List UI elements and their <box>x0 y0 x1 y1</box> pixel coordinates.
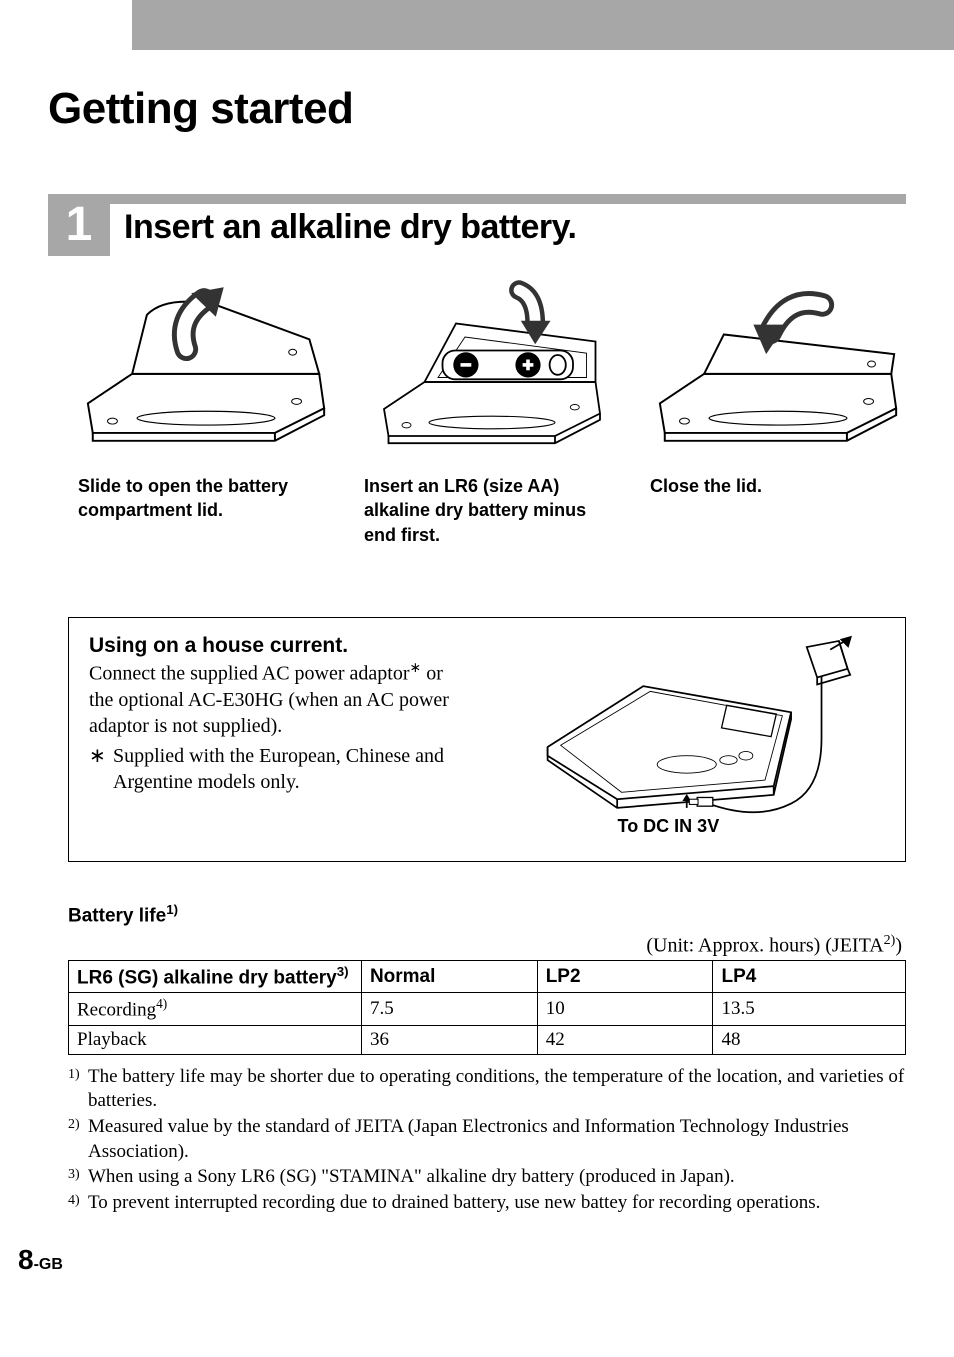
table-cell: 48 <box>713 1025 906 1054</box>
illustration-close-lid <box>650 274 906 454</box>
footnote: 4) To prevent interrupted recording due … <box>68 1191 906 1216</box>
footnote-text: Measured value by the standard of JEITA … <box>88 1115 906 1164</box>
footnote: 1) The battery life may be shorter due t… <box>68 1065 906 1114</box>
step-title: Insert an alkaline dry battery. <box>110 204 906 247</box>
table-cell: 13.5 <box>713 993 906 1025</box>
caption-3: Close the lid. <box>650 474 906 547</box>
footnote-num: 2) <box>68 1116 88 1165</box>
table-cell: Playback <box>69 1025 362 1054</box>
table-cell: Recording4) <box>69 993 362 1025</box>
caption-row: Slide to open the battery compartment li… <box>48 474 906 547</box>
asterisk: ∗ <box>89 743 113 795</box>
table-cell: 42 <box>537 1025 713 1054</box>
box-text: Connect the supplied AC power adaptor∗ o… <box>89 660 468 739</box>
footnote: 2) Measured value by the standard of JEI… <box>68 1115 906 1164</box>
caption-2: Insert an LR6 (size AA) alkaline dry bat… <box>364 474 620 547</box>
table-cell: 36 <box>361 1025 537 1054</box>
footnote-text: The battery life may be shorter due to o… <box>88 1065 906 1114</box>
table-row: Playback 36 42 48 <box>69 1025 906 1054</box>
footnote-num: 4) <box>68 1192 88 1217</box>
page-number: 8-GB <box>18 1244 906 1276</box>
footnote-num: 3) <box>68 1166 88 1191</box>
footnote-num: 1) <box>68 1066 88 1115</box>
box-title: Using on a house current. <box>89 634 468 658</box>
battery-life-heading: Battery life1) <box>68 902 906 927</box>
step-rule <box>110 194 906 204</box>
step-1-header: 1 Insert an alkaline dry battery. <box>48 194 906 256</box>
table-header: LP2 <box>537 960 713 992</box>
battery-life-unit: (Unit: Approx. hours) (JEITA2)) <box>48 933 902 958</box>
footnote: 3) When using a Sony LR6 (SG) "STAMINA" … <box>68 1165 906 1190</box>
table-header: Normal <box>361 960 537 992</box>
table-header: LP4 <box>713 960 906 992</box>
battery-life-table: LR6 (SG) alkaline dry battery3) Normal L… <box>68 960 906 1055</box>
table-cell: 10 <box>537 993 713 1025</box>
page-title: Getting started <box>48 84 906 134</box>
footnotes: 1) The battery life may be shorter due t… <box>68 1065 906 1216</box>
dc-illustration: To DC IN 3V <box>488 634 885 839</box>
illustration-insert-battery <box>364 274 620 454</box>
dc-label: To DC IN 3V <box>618 816 720 837</box>
table-row: Recording4) 7.5 10 13.5 <box>69 993 906 1025</box>
caption-1: Slide to open the battery compartment li… <box>78 474 334 547</box>
box-note: ∗ Supplied with the European, Chinese an… <box>89 743 468 795</box>
page-number-value: 8 <box>18 1244 34 1275</box>
house-current-box: Using on a house current. Connect the su… <box>68 617 906 862</box>
table-header: LR6 (SG) alkaline dry battery3) <box>69 960 362 992</box>
step-number: 1 <box>48 194 110 256</box>
header-bar <box>132 0 954 50</box>
table-cell: 7.5 <box>361 993 537 1025</box>
box-note-text: Supplied with the European, Chinese and … <box>113 743 468 795</box>
footnote-text: When using a Sony LR6 (SG) "STAMINA" alk… <box>88 1165 735 1190</box>
footnote-text: To prevent interrupted recording due to … <box>88 1191 820 1216</box>
page-number-suffix: -GB <box>34 1256 63 1273</box>
illustration-row <box>48 274 906 454</box>
illustration-open-lid <box>78 274 334 454</box>
